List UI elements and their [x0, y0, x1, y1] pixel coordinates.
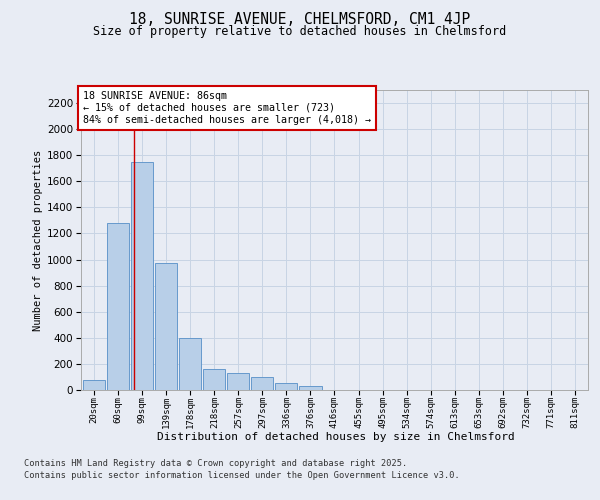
Text: Contains HM Land Registry data © Crown copyright and database right 2025.: Contains HM Land Registry data © Crown c… — [24, 458, 407, 468]
Bar — [203, 369, 226, 390]
Bar — [299, 386, 322, 390]
Text: Distribution of detached houses by size in Chelmsford: Distribution of detached houses by size … — [157, 432, 515, 442]
Text: 18 SUNRISE AVENUE: 86sqm
← 15% of detached houses are smaller (723)
84% of semi-: 18 SUNRISE AVENUE: 86sqm ← 15% of detach… — [83, 92, 371, 124]
Bar — [179, 338, 202, 390]
Text: 18, SUNRISE AVENUE, CHELMSFORD, CM1 4JP: 18, SUNRISE AVENUE, CHELMSFORD, CM1 4JP — [130, 12, 470, 28]
Text: Size of property relative to detached houses in Chelmsford: Size of property relative to detached ho… — [94, 25, 506, 38]
Y-axis label: Number of detached properties: Number of detached properties — [33, 150, 43, 330]
Bar — [155, 264, 178, 390]
Bar — [275, 383, 298, 390]
Bar — [83, 380, 105, 390]
Bar — [251, 377, 274, 390]
Bar — [131, 162, 154, 390]
Text: Contains public sector information licensed under the Open Government Licence v3: Contains public sector information licen… — [24, 471, 460, 480]
Bar — [227, 373, 250, 390]
Bar — [107, 223, 129, 390]
